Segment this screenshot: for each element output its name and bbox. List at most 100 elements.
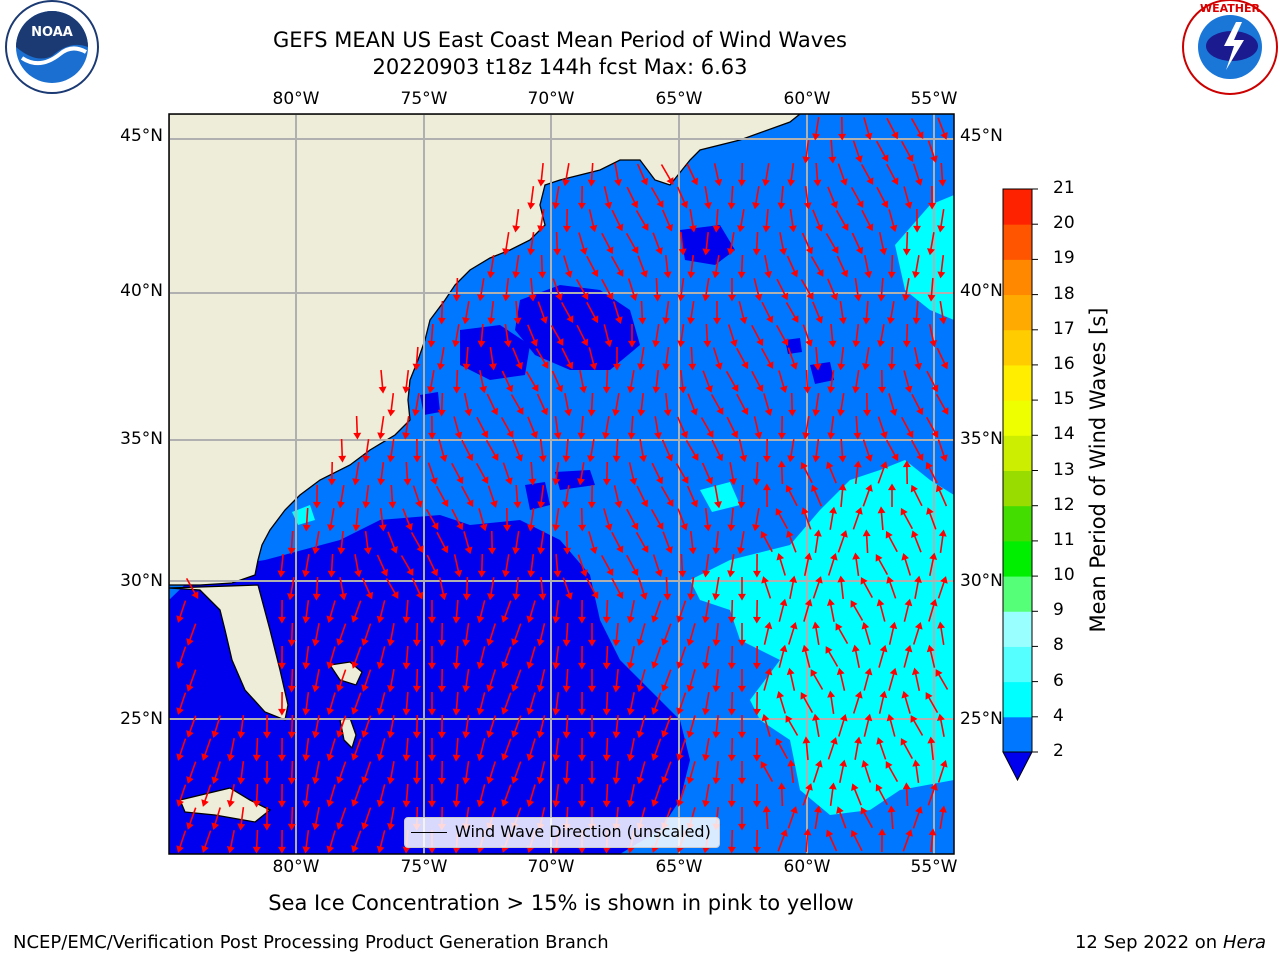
wave-arrow-head <box>626 708 635 716</box>
wave-arrow-head <box>852 340 861 348</box>
wave-arrow-head <box>502 294 511 302</box>
wave-arrow-head <box>712 777 721 785</box>
wave-arrow-head <box>777 202 786 210</box>
wave-arrow-head <box>752 662 761 670</box>
wave-arrow-head <box>712 639 721 647</box>
wave-arrow-head <box>538 593 547 601</box>
wave-arrow-head <box>766 315 774 324</box>
wave-arrow-head <box>854 691 863 699</box>
legend-line-swatch <box>411 832 447 833</box>
wave-arrow-head <box>437 363 445 371</box>
lat-label-left: 45°N <box>120 126 163 146</box>
wave-arrow-head <box>591 591 599 599</box>
wave-arrow-head <box>552 202 560 210</box>
wave-arrow-head <box>412 685 421 693</box>
wave-arrow-head <box>312 501 321 509</box>
wave-arrow-head <box>237 823 246 831</box>
wave-arrow-head <box>727 202 736 210</box>
wave-arrow-head <box>763 483 771 491</box>
wave-arrow-head <box>906 154 914 163</box>
wave-arrow-head <box>837 363 846 371</box>
wave-arrow-head <box>566 361 574 370</box>
wave-arrow-head <box>830 201 838 209</box>
wave-arrow-head <box>552 524 561 532</box>
wave-arrow-head <box>691 177 699 186</box>
wave-arrow-head <box>889 224 898 233</box>
wave-arrow-head <box>311 685 320 693</box>
wave-arrow-head <box>526 799 535 807</box>
wave-arrow-head <box>865 454 873 462</box>
wave-arrow-head <box>929 599 938 607</box>
wave-arrow-head <box>880 431 888 439</box>
wave-arrow-head <box>853 460 862 468</box>
wave-arrow-head <box>636 776 645 785</box>
wave-arrow-head <box>712 225 721 233</box>
wave-arrow-head <box>336 730 344 738</box>
wave-arrow-head <box>387 639 395 647</box>
wave-arrow-head <box>914 622 923 630</box>
wave-arrow-head <box>702 294 711 302</box>
wave-arrow-head <box>437 317 446 325</box>
wave-arrow-head <box>376 845 385 854</box>
wave-arrow-head <box>756 338 764 347</box>
wave-arrow-head <box>652 340 661 348</box>
wave-arrow-head <box>887 271 896 279</box>
lat-label-left: 35°N <box>120 429 163 449</box>
wave-arrow-head <box>737 823 747 831</box>
wave-arrow-head <box>856 200 864 208</box>
wave-arrow-head <box>702 708 710 716</box>
wave-arrow-head <box>501 753 509 761</box>
wave-arrow-head <box>812 133 821 141</box>
wave-arrow-head <box>176 661 184 669</box>
wave-arrow-head <box>462 593 471 601</box>
wave-arrow-head <box>226 846 235 854</box>
wave-arrow-head <box>252 800 261 808</box>
wave-arrow-head <box>902 340 911 348</box>
wave-arrow-head <box>665 453 673 462</box>
wave-arrow-head <box>836 667 845 676</box>
wave-arrow-head <box>678 570 687 578</box>
wave-arrow-head <box>766 361 774 369</box>
wave-arrow-head <box>387 731 395 739</box>
wave-arrow-head <box>691 453 699 461</box>
colorbar-tick-label: 10 <box>1053 565 1075 586</box>
wave-arrow-head <box>900 507 908 516</box>
wave-arrow-head <box>815 760 823 768</box>
wave-arrow-head <box>786 667 795 676</box>
wave-arrow-head <box>661 684 669 692</box>
lon-label-bottom: 70°W <box>527 857 575 877</box>
wave-arrow-head <box>602 432 610 440</box>
wave-arrow-head <box>876 598 885 607</box>
wave-arrow-head <box>287 639 296 647</box>
wave-arrow-head <box>653 294 662 302</box>
wave-arrow-head <box>452 662 461 670</box>
wave-arrow-head <box>706 430 714 438</box>
wave-arrow-head <box>853 432 862 440</box>
wave-arrow-head <box>830 737 838 745</box>
colorbar-tick-label: 14 <box>1053 424 1075 445</box>
wave-arrow-head <box>302 846 311 854</box>
wave-arrow-head <box>641 545 649 553</box>
wave-arrow-head <box>402 800 411 808</box>
wave-arrow-head <box>452 386 461 394</box>
wave-arrow-head <box>828 782 837 790</box>
wave-arrow-head <box>587 179 596 187</box>
wave-arrow-head <box>201 845 209 853</box>
wave-arrow-head <box>762 179 770 187</box>
wave-arrow-head <box>488 547 497 555</box>
wave-arrow-head <box>686 684 695 693</box>
wave-arrow-head <box>839 759 848 767</box>
wave-arrow-head <box>712 317 722 325</box>
wave-arrow-head <box>390 546 398 554</box>
wave-arrow-head <box>302 800 311 808</box>
wave-arrow-head <box>813 179 822 187</box>
wave-arrow-head <box>378 524 387 532</box>
wave-arrow-head <box>406 568 414 576</box>
wave-arrow-head <box>562 225 571 233</box>
wave-arrow-head <box>855 507 863 515</box>
wave-arrow-head <box>904 598 913 607</box>
wave-arrow-head <box>454 569 463 578</box>
wave-arrow-head <box>703 340 712 348</box>
wave-arrow-head <box>815 576 823 584</box>
wave-arrow-head <box>737 777 747 785</box>
